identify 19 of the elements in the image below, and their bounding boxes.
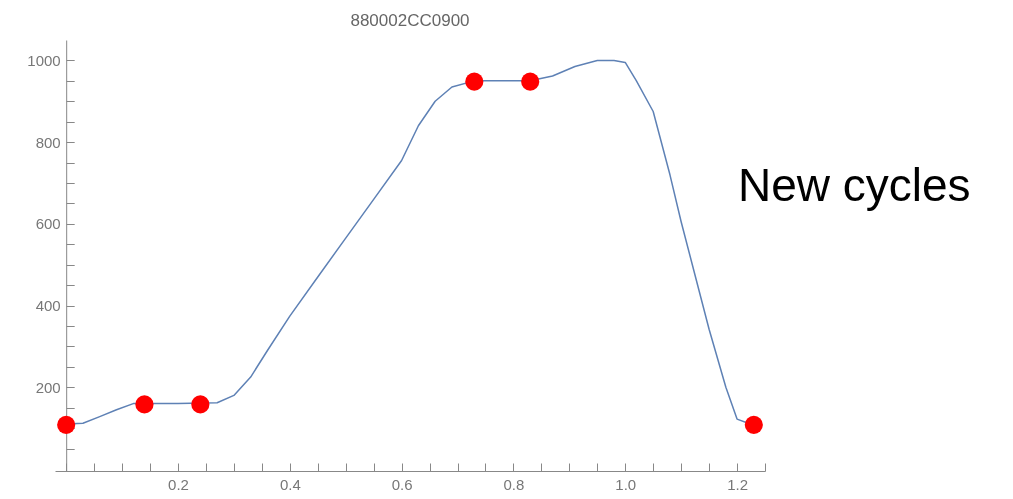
- point: [744, 415, 763, 434]
- y-tick-label: 600: [35, 215, 61, 233]
- x-tick-label: 0.2: [168, 475, 189, 493]
- point: [191, 395, 210, 414]
- point: [521, 72, 540, 91]
- annotation: New cycles: [738, 158, 971, 212]
- x-tick-label: 1.0: [615, 475, 637, 493]
- chart-title: 880002CC0900: [350, 11, 470, 30]
- x-tick-label: 0.8: [503, 475, 525, 493]
- point: [465, 72, 484, 91]
- y-tick-label: 800: [35, 133, 61, 151]
- y-tick-label: 1000: [27, 51, 61, 69]
- x-tick-label: 0.4: [279, 475, 301, 493]
- y-tick-label: 200: [35, 378, 61, 396]
- point: [135, 395, 154, 414]
- y-tick-label: 400: [35, 297, 61, 315]
- x-tick-label: 0.6: [391, 475, 413, 493]
- x-tick-label: 1.2: [727, 475, 748, 493]
- point: [57, 415, 76, 434]
